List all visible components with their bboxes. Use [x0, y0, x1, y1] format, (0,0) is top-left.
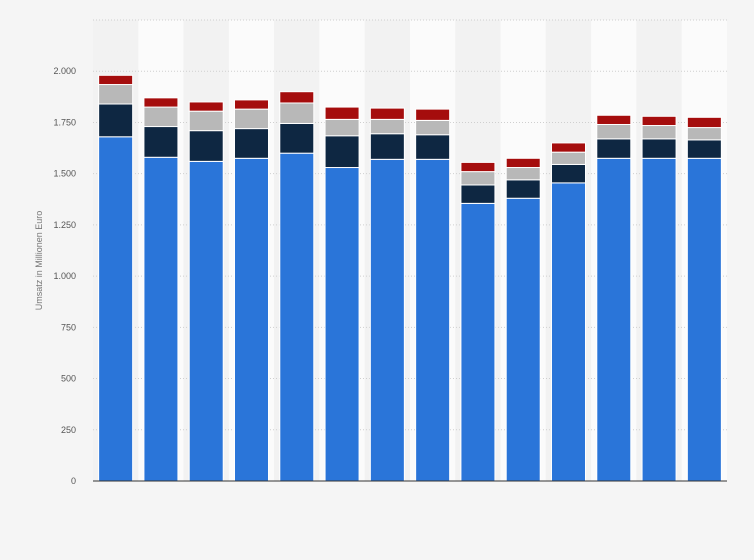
- bar-segment-2[interactable]: [188, 130, 224, 162]
- y-tick-label: 750: [61, 322, 76, 332]
- bar-segment-3[interactable]: [324, 118, 360, 137]
- bar-segment-4[interactable]: [324, 106, 360, 120]
- bar-segment-1[interactable]: [188, 160, 224, 482]
- y-tick-label: 500: [61, 374, 76, 384]
- bar-segment-4[interactable]: [98, 74, 134, 86]
- bar-segment-2[interactable]: [98, 103, 134, 138]
- bar-segment-2[interactable]: [415, 134, 451, 160]
- bar-segment-3[interactable]: [279, 102, 315, 124]
- bar-segment-4[interactable]: [596, 114, 632, 125]
- y-tick-label: 1.500: [53, 169, 76, 179]
- bar-segment-4[interactable]: [369, 107, 405, 120]
- bar-segment-3[interactable]: [98, 84, 134, 105]
- y-tick-label: 1.250: [53, 220, 76, 230]
- bar-segment-1[interactable]: [143, 156, 179, 482]
- bar-segment-3[interactable]: [596, 123, 632, 140]
- bar-segment-2[interactable]: [641, 138, 677, 159]
- bar-segment-1[interactable]: [98, 136, 134, 482]
- bar-segment-3[interactable]: [686, 127, 722, 141]
- y-tick-label: 1.000: [53, 271, 76, 281]
- bar-segment-1[interactable]: [505, 197, 541, 482]
- bar-segment-3[interactable]: [188, 110, 224, 132]
- bar-segment-2[interactable]: [460, 184, 496, 204]
- bar-segment-2[interactable]: [369, 133, 405, 160]
- bar-segment-2[interactable]: [505, 179, 541, 199]
- bar-segment-1[interactable]: [686, 157, 722, 482]
- bar-segment-3[interactable]: [505, 167, 541, 181]
- bar-segment-3[interactable]: [143, 106, 179, 128]
- bar-segment-1[interactable]: [324, 167, 360, 482]
- bar-segment-3[interactable]: [641, 125, 677, 140]
- bar-segment-1[interactable]: [369, 158, 405, 482]
- bar-segment-2[interactable]: [234, 128, 269, 159]
- bar-segment-4[interactable]: [188, 101, 224, 112]
- bar-segment-4[interactable]: [686, 116, 722, 129]
- bar-segment-3[interactable]: [369, 118, 405, 135]
- bar-segment-2[interactable]: [596, 138, 632, 159]
- y-tick-label: 1.750: [53, 117, 76, 127]
- bar-segment-2[interactable]: [551, 163, 586, 184]
- bar-segment-1[interactable]: [234, 157, 269, 482]
- bar-segment-4[interactable]: [551, 142, 586, 153]
- bar-segment-2[interactable]: [324, 135, 360, 169]
- bar-segment-1[interactable]: [460, 202, 496, 482]
- bar-segment-3[interactable]: [234, 108, 269, 130]
- bar-segment-4[interactable]: [505, 157, 541, 169]
- bar-segment-3[interactable]: [460, 171, 496, 186]
- bar-segment-3[interactable]: [551, 151, 586, 165]
- y-tick-label: 2.000: [53, 66, 76, 76]
- bar-segment-1[interactable]: [279, 152, 315, 482]
- bar-segment-3[interactable]: [415, 119, 451, 136]
- bar-segment-2[interactable]: [279, 122, 315, 154]
- y-axis-title: Umsatz in Millionen Euro: [34, 211, 44, 311]
- bar-segment-4[interactable]: [234, 99, 269, 110]
- bar-segment-4[interactable]: [641, 115, 677, 127]
- bar-segment-1[interactable]: [415, 158, 451, 482]
- bar-segment-4[interactable]: [279, 91, 315, 104]
- bar-segment-4[interactable]: [143, 97, 179, 108]
- bar-segment-1[interactable]: [596, 157, 632, 482]
- bar-segment-2[interactable]: [686, 139, 722, 159]
- bar-segment-4[interactable]: [460, 161, 496, 173]
- y-tick-label: 0: [71, 476, 76, 486]
- bar-segment-1[interactable]: [551, 182, 586, 482]
- bar-segment-2[interactable]: [143, 126, 179, 158]
- bar-segment-1[interactable]: [641, 157, 677, 482]
- y-tick-label: 250: [61, 425, 76, 435]
- bar-segment-4[interactable]: [415, 108, 451, 121]
